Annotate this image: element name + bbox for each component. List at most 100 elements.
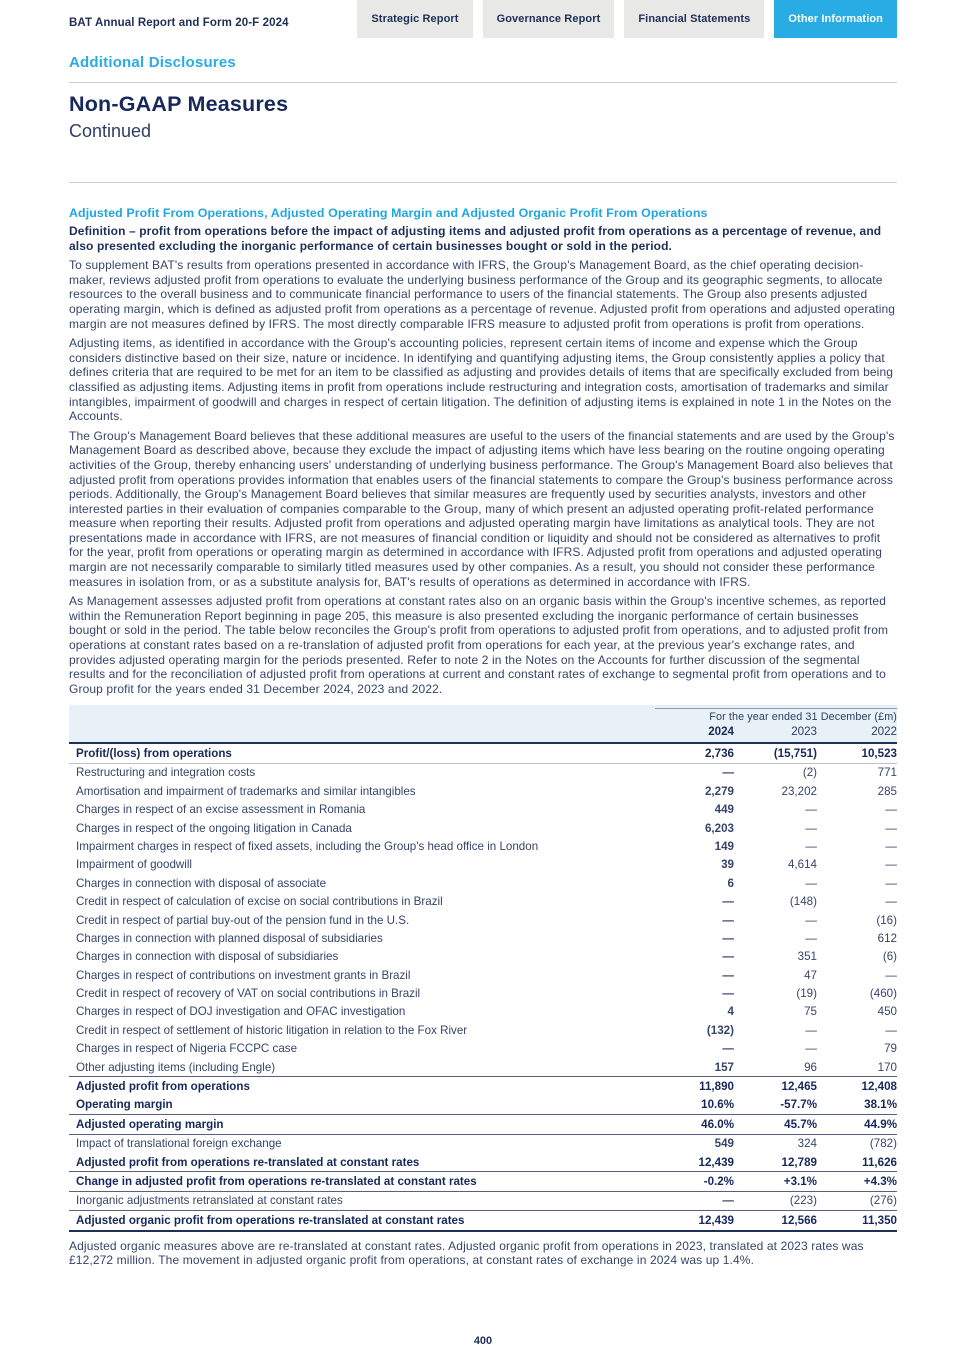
- section-label: Additional Disclosures: [69, 54, 236, 71]
- value-2024: 149: [714, 839, 734, 853]
- value-2022: 12,408: [817, 1076, 897, 1096]
- column-header-2024: 2024: [642, 724, 734, 745]
- value-2024: 449: [714, 803, 734, 817]
- value-2023: (19): [796, 987, 817, 1001]
- row-label: Restructuring and integration costs: [76, 766, 256, 780]
- table-row: Change in adjusted profit from operation…: [69, 1171, 897, 1192]
- value-2023: 12,566: [734, 1210, 817, 1231]
- value-2023: 351: [797, 950, 817, 964]
- value-2024: 6: [727, 876, 734, 890]
- value-2022: —: [885, 858, 897, 872]
- table-year-header-row: 2024 2023 2022: [69, 724, 897, 745]
- value-2022: 450: [877, 1005, 897, 1019]
- row-label: Charges in connection with disposal of s…: [76, 950, 339, 964]
- value-2024: 12,439: [642, 1210, 734, 1231]
- value-2024: 46.0%: [642, 1114, 734, 1135]
- body-paragraph: Adjusting items, as identified in accord…: [69, 336, 894, 424]
- value-2023: —: [805, 931, 817, 945]
- tab-other-information[interactable]: Other Information: [774, 0, 897, 38]
- value-2022: 38.1%: [864, 1098, 897, 1112]
- table-row: Credit in respect of recovery of VAT on …: [69, 984, 897, 1002]
- section-tabs: Strategic Report Governance Report Financi…: [357, 0, 897, 38]
- value-2023: (15,751): [734, 743, 817, 764]
- tab-financial-statements[interactable]: Financial Statements: [624, 0, 765, 38]
- table-row: Charges in respect of the ongoing litiga…: [69, 819, 897, 837]
- table-row: Charges in connection with disposal of s…: [69, 948, 897, 966]
- row-label: Amortisation and impairment of trademark…: [76, 784, 416, 798]
- value-2022: —: [885, 968, 897, 982]
- top-header-bar: BAT Annual Report and Form 20-F 2024 Str…: [69, 0, 897, 38]
- table-row: Impact of translational foreign exchange…: [69, 1133, 897, 1153]
- table-row: Other adjusting items (including Engle) 1…: [69, 1058, 897, 1077]
- value-2023: 45.7%: [734, 1114, 817, 1135]
- row-label: Charges in respect of contributions on i…: [76, 968, 411, 982]
- table-row: Credit in respect of partial buy-out of …: [69, 911, 897, 929]
- value-2022: 44.9%: [817, 1114, 897, 1135]
- table-caption-row: For the year ended 31 December (£m): [69, 705, 897, 725]
- table-row: Adjusted profit from operations 11,890 12,…: [69, 1076, 897, 1096]
- body-paragraph: As Management assesses adjusted profit f…: [69, 594, 889, 696]
- table-row: Operating margin 10.6% -57.7% 38.1%: [69, 1096, 897, 1115]
- value-2022: (6): [882, 950, 897, 964]
- value-2024: —: [722, 987, 734, 1001]
- value-2023: -57.7%: [780, 1098, 817, 1112]
- table-row: Impairment of goodwill 39 4,614 —: [69, 856, 897, 874]
- value-2023: 4,614: [787, 858, 817, 872]
- value-2023: —: [805, 803, 817, 817]
- table-row: Inorganic adjustments retranslated at co…: [69, 1190, 897, 1211]
- reconciliation-table: For the year ended 31 December (£m) 2024…: [69, 705, 897, 1232]
- row-label: Other adjusting items (including Engle): [76, 1060, 276, 1074]
- row-label: Operating margin: [76, 1098, 173, 1112]
- page-subtitle: Continued: [69, 121, 152, 141]
- table-row: Adjusted organic profit from operations …: [69, 1210, 897, 1231]
- table-row: Impairment charges in respect of fixed a…: [69, 837, 897, 855]
- value-2024: 549: [642, 1133, 734, 1153]
- page-number: 400: [473, 1335, 493, 1347]
- value-2023: —: [805, 1023, 817, 1037]
- value-2023: 12,465: [734, 1076, 817, 1096]
- value-2024: —: [642, 1190, 734, 1211]
- row-label: Credit in respect of partial buy-out of …: [76, 913, 410, 927]
- value-2023: —: [805, 839, 817, 853]
- value-2022: —: [885, 839, 897, 853]
- value-2023: 96: [804, 1060, 817, 1074]
- value-2024: 2,736: [642, 743, 734, 764]
- table-row: Charges in connection with planned dispo…: [69, 929, 897, 947]
- value-2022: 11,350: [817, 1210, 897, 1231]
- article-heading: Adjusted Profit From Operations, Adjuste…: [69, 206, 708, 220]
- value-2022: (16): [876, 913, 897, 927]
- table-row: Charges in connection with disposal of a…: [69, 874, 897, 892]
- table-row: Charges in respect of Nigeria FCCPC case…: [69, 1040, 897, 1058]
- value-2022: 285: [877, 784, 897, 798]
- table-caption: For the year ended 31 December (£m): [655, 708, 897, 723]
- row-label: Credit in respect of calculation of exci…: [76, 895, 443, 909]
- value-2024: 39: [721, 858, 734, 872]
- value-2024: —: [722, 766, 734, 780]
- value-2022: 170: [877, 1060, 897, 1074]
- divider: [69, 182, 897, 183]
- value-2024: 10.6%: [701, 1098, 734, 1112]
- value-2022: +4.3%: [817, 1171, 897, 1192]
- value-2024: (132): [706, 1023, 734, 1037]
- value-2023: (148): [789, 895, 817, 909]
- row-label: Credit in respect of recovery of VAT on …: [76, 987, 421, 1001]
- value-2024: —: [722, 931, 734, 945]
- value-2024: 157: [714, 1060, 734, 1074]
- value-2022: (460): [869, 987, 897, 1001]
- report-page: BAT Annual Report and Form 20-F 2024 Str…: [69, 0, 897, 1267]
- value-2024: —: [722, 950, 734, 964]
- table-row: Charges in respect of contributions on i…: [69, 966, 897, 984]
- tab-governance-report[interactable]: Governance Report: [482, 0, 615, 38]
- column-header-2023: 2023: [734, 724, 817, 745]
- value-2022: 771: [877, 766, 897, 780]
- tab-strategic-report[interactable]: Strategic Report: [357, 0, 473, 38]
- value-2022: —: [885, 1023, 897, 1037]
- column-header-2022: 2022: [817, 724, 897, 745]
- value-2022: —: [885, 895, 897, 909]
- value-2022: (276): [817, 1190, 897, 1211]
- row-label: Adjusted profit from operations: [69, 1076, 642, 1096]
- value-2024: —: [722, 895, 734, 909]
- value-2022: —: [885, 876, 897, 890]
- row-label-header: [69, 724, 642, 745]
- value-2023: 324: [734, 1133, 817, 1153]
